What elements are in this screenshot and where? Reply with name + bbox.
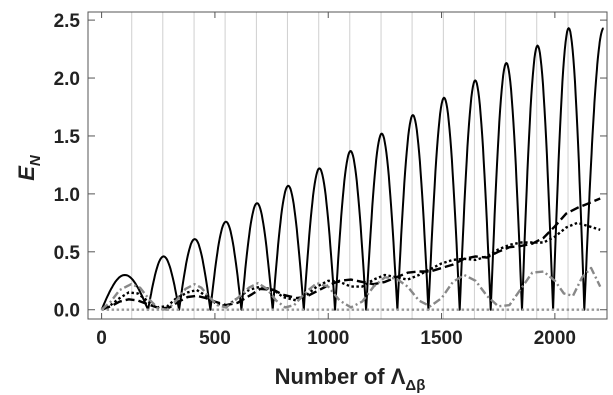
x-tick-label: 0 (96, 328, 107, 349)
series-1-solid-line (100, 27, 605, 311)
y-axis-title: EN (14, 154, 44, 181)
x-tick-label: 1000 (307, 328, 349, 349)
y-tick-label: 1.5 (54, 127, 81, 148)
series-group (100, 27, 605, 311)
x-axis-title-subscript: Δβ (405, 377, 425, 394)
y-tick-label: 1.0 (54, 185, 80, 206)
x-tick-label: 1500 (420, 328, 462, 349)
y-tick-label: 2.0 (54, 69, 80, 90)
grid-lines (131, 12, 569, 319)
y-axis-title-subscript: N (27, 154, 44, 166)
y-axis-title-main: E (14, 165, 39, 181)
y-tick-label: 0.5 (54, 243, 81, 264)
plot-frame (87, 11, 608, 320)
x-axis-ticks: 0 500 1000 1500 2000 (96, 12, 576, 349)
x-axis-title-main: Number of Λ (275, 364, 406, 389)
x-tick-label: 500 (199, 328, 231, 349)
y-axis-ticks: 0.0 0.5 1.0 1.5 2.0 2.5 (54, 11, 607, 322)
series-4-dash-dot-line (100, 266, 602, 311)
y-tick-label: 0.0 (54, 301, 80, 322)
x-tick-label: 2000 (534, 328, 576, 349)
y-tick-label: 2.5 (54, 11, 81, 32)
x-axis-title: Number of ΛΔβ (275, 364, 426, 394)
series-3-dotted-line (101, 221, 601, 311)
